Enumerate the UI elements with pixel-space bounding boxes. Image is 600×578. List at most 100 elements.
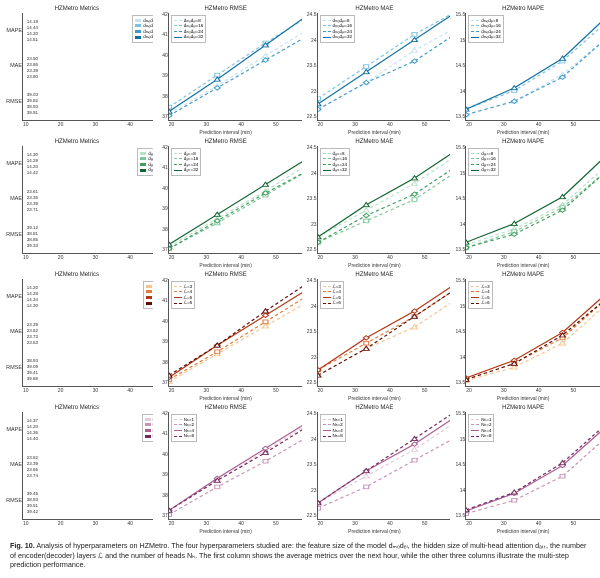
legend-swatch-line bbox=[323, 424, 331, 425]
bar-value-label: 38.93 bbox=[27, 497, 38, 503]
legend-swatch-line bbox=[323, 158, 331, 159]
y-tick-labels: 15.51514.51413.5 bbox=[452, 13, 465, 120]
series-marker bbox=[169, 105, 171, 109]
bar-panel: HZMetro MetricsMAPEMAERMSE102030405014.2… bbox=[4, 272, 150, 402]
bar-value-label: 23.39 bbox=[27, 201, 38, 207]
plot-area: 4241403938372030405060dₘₒdₑₗ=8dₘₒdₑₗ=16d… bbox=[168, 13, 314, 121]
legend-swatch-line bbox=[471, 291, 479, 292]
legend-label: ℒ=6 bbox=[481, 300, 489, 306]
bar-value-label: 14.44 bbox=[27, 25, 38, 31]
series-marker bbox=[263, 459, 268, 463]
figure-caption: Fig. 10. Analysis of hyperparameters on … bbox=[4, 535, 596, 578]
bar-category-label: MAPE bbox=[5, 427, 22, 433]
bar-value-label: 39.33 bbox=[27, 243, 38, 249]
plot-area: MAPEMAERMSE102030405014.3714.2014.3614.4… bbox=[22, 412, 168, 520]
legend-swatch-line bbox=[471, 158, 479, 159]
y-tick: 14.5 bbox=[452, 64, 465, 69]
legend-swatch-line bbox=[471, 25, 479, 26]
plot-area: 24.52423.52322.52030405060ℒ=3ℒ=4ℒ=5ℒ=6 bbox=[317, 279, 463, 387]
legend-swatch-line bbox=[174, 170, 182, 171]
bar-value-label: 23.35 bbox=[27, 195, 38, 201]
x-tick: 40 bbox=[238, 522, 244, 527]
y-tick: 37 bbox=[155, 248, 168, 253]
legend-swatch-line bbox=[323, 436, 331, 437]
series-marker bbox=[412, 458, 417, 462]
y-tick: 42 bbox=[155, 412, 168, 417]
legend: Nₕ=1Nₕ=2Nₕ=4Nₕ=8 bbox=[320, 414, 346, 442]
y-tick: 41 bbox=[155, 299, 168, 304]
y-tick: 37 bbox=[155, 514, 168, 519]
bar-value-label: 23.73 bbox=[27, 334, 38, 340]
x-tick: 20 bbox=[318, 256, 324, 261]
y-tick: 37 bbox=[155, 381, 168, 386]
bar-value-label: 14.42 bbox=[27, 170, 38, 176]
x-tick-labels: 2030405060 bbox=[318, 256, 463, 261]
y-tick: 38 bbox=[155, 361, 168, 366]
x-tick: 50 bbox=[422, 389, 428, 394]
y-tick: 15.5 bbox=[452, 412, 465, 417]
y-tick: 38 bbox=[155, 95, 168, 100]
legend-swatch-line bbox=[174, 430, 182, 431]
plot-area: 24.52423.52322.52030405060dₘₒdₑₗ=8dₘₒdₑₗ… bbox=[317, 13, 463, 121]
y-tick: 15.5 bbox=[452, 279, 465, 284]
x-axis-label: Prediction interval (min) bbox=[450, 529, 596, 535]
bar-value-label: 23.74 bbox=[27, 473, 38, 479]
legend-label: dₘₒdₑₗ=32 bbox=[481, 34, 501, 40]
y-tick: 39 bbox=[155, 473, 168, 478]
legend-swatch-line bbox=[174, 436, 182, 437]
x-tick: 40 bbox=[536, 389, 542, 394]
x-tick-labels: 2030405060 bbox=[318, 123, 463, 128]
y-tick: 24.5 bbox=[304, 13, 317, 18]
x-tick: 30 bbox=[352, 256, 358, 261]
x-tick: 30 bbox=[204, 522, 210, 527]
y-tick: 14.5 bbox=[452, 330, 465, 335]
x-tick: 30 bbox=[93, 389, 99, 394]
legend-swatch-line bbox=[174, 419, 182, 420]
legend-swatch-line bbox=[323, 419, 331, 420]
x-tick: 30 bbox=[352, 522, 358, 527]
bar-value-label: 14.20 bbox=[27, 31, 38, 37]
series-marker bbox=[411, 48, 417, 52]
legend-swatch bbox=[140, 163, 146, 166]
series-line bbox=[318, 433, 463, 508]
panel-title: HZMetro MAPE bbox=[450, 139, 596, 145]
line-panel: HZMetro RMSE4241403938372030405060Nₕ=1Nₕ… bbox=[153, 405, 299, 535]
bar-panel: HZMetro MetricsMAPEMAERMSE102030405014.1… bbox=[4, 6, 150, 136]
series-marker bbox=[169, 513, 171, 517]
bar-value-label: 23.65 bbox=[27, 467, 38, 473]
x-axis-label: Prediction interval (min) bbox=[153, 529, 299, 535]
x-axis-label: Prediction interval (min) bbox=[153, 263, 299, 269]
y-tick: 24 bbox=[304, 438, 317, 443]
plot-area: 4241403938372030405060ℒ=3ℒ=4ℒ=5ℒ=6 bbox=[168, 279, 314, 387]
y-tick: 15 bbox=[452, 305, 465, 310]
x-axis-label: Prediction interval (min) bbox=[302, 529, 448, 535]
x-tick: 30 bbox=[501, 123, 507, 128]
legend-item: dₐₜₜ=32 bbox=[471, 167, 495, 173]
series-marker bbox=[512, 490, 518, 494]
legend-swatch bbox=[145, 435, 151, 438]
y-tick: 23.5 bbox=[304, 463, 317, 468]
x-tick: 20 bbox=[466, 389, 472, 394]
legend: ℒ=3ℒ=4ℒ=5ℒ=6 bbox=[468, 281, 492, 309]
x-tick: 50 bbox=[422, 256, 428, 261]
legend: dₘₒdₑₗ=8dₘₒdₑₗ=16dₘₒdₑₗ=24dₘₒdₑₗ=32 bbox=[468, 15, 504, 43]
y-tick: 13.5 bbox=[452, 514, 465, 519]
bar-value-label: 23.62 bbox=[27, 455, 38, 461]
y-tick: 40 bbox=[155, 187, 168, 192]
bar-category-label: MAPE bbox=[5, 294, 22, 300]
legend-swatch-line bbox=[323, 170, 331, 171]
legend-swatch bbox=[146, 290, 152, 293]
line-panel: HZMetro MAPE15.51514.51413.52030405060Nₕ… bbox=[450, 405, 596, 535]
x-tick-labels: 1020304050 bbox=[23, 123, 168, 128]
legend-swatch-line bbox=[471, 436, 479, 437]
legend-swatch bbox=[145, 418, 151, 421]
bar-category-label: MAE bbox=[5, 196, 22, 202]
bar-value-label: 23.71 bbox=[27, 207, 38, 213]
legend-swatch-line bbox=[471, 37, 479, 38]
legend-swatch-line bbox=[323, 25, 331, 26]
x-tick-labels: 2030405060 bbox=[466, 123, 600, 128]
x-axis-label: Prediction interval (min) bbox=[450, 130, 596, 136]
series-marker bbox=[363, 219, 368, 223]
x-axis-label: Prediction interval (min) bbox=[153, 396, 299, 402]
bar-value-label: 39.42 bbox=[27, 509, 38, 515]
